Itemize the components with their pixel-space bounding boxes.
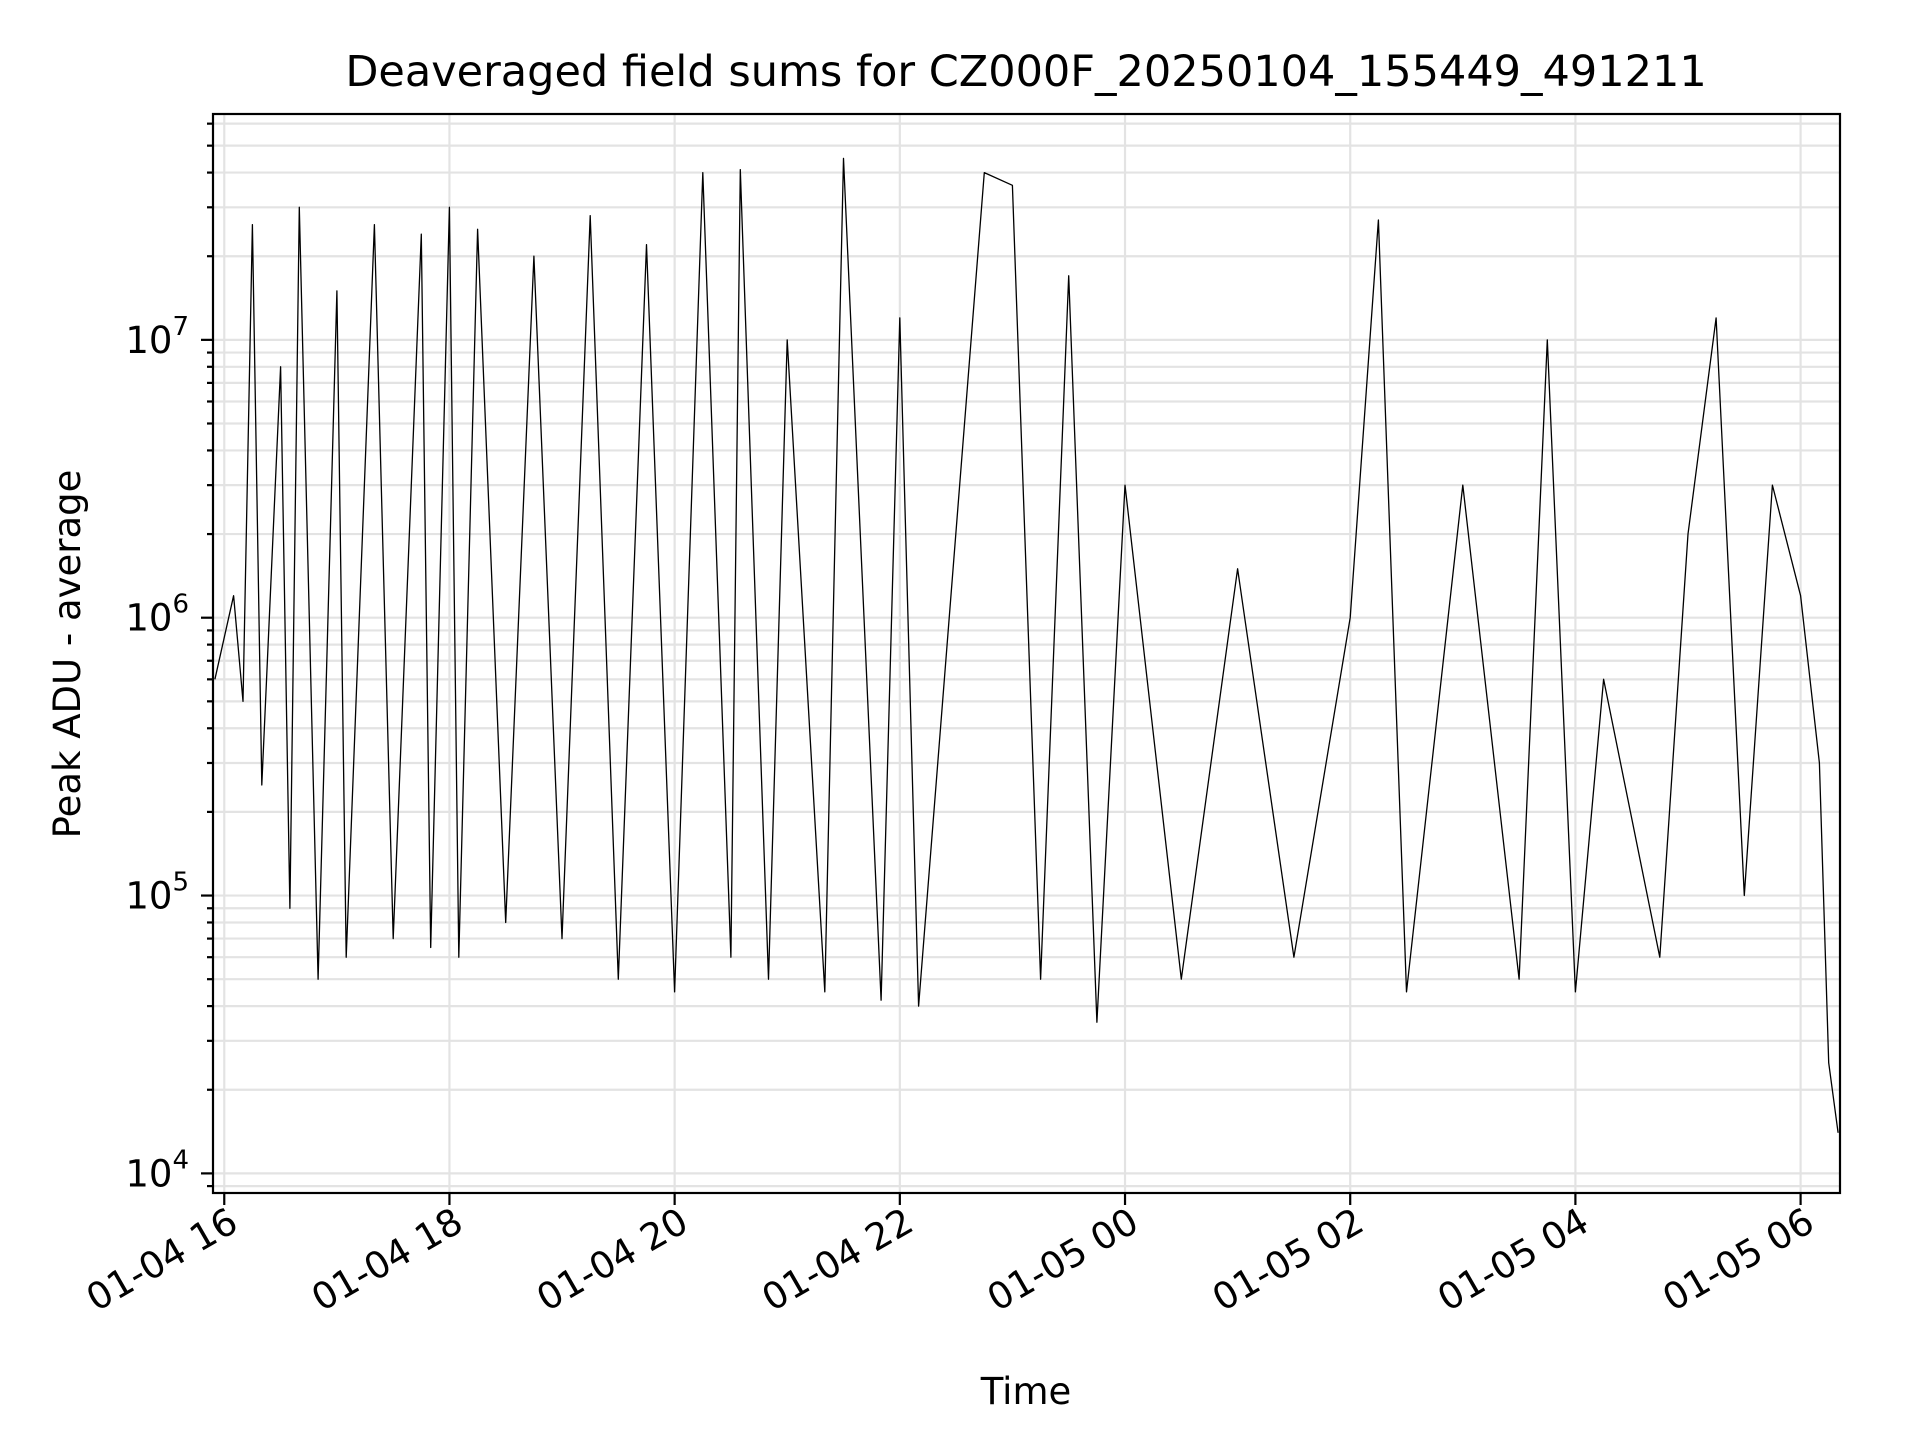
y-tick-exponent: 7: [172, 312, 189, 342]
y-tick-exponent: 6: [172, 590, 189, 620]
y-tick-exponent: 5: [172, 868, 189, 898]
y-axis-label: Peak ADU - average: [46, 470, 89, 839]
y-tick-label: 104: [125, 1145, 189, 1195]
y-tick-base: 10: [125, 875, 172, 918]
y-tick-label: 106: [125, 590, 189, 640]
x-axis-label: Time: [980, 1370, 1072, 1413]
chart-title: Deaveraged field sums for CZ000F_2025010…: [345, 47, 1706, 97]
grid: [213, 114, 1840, 1193]
y-tick-base: 10: [125, 319, 172, 362]
y-tick-label: 107: [125, 312, 189, 362]
series-line: [214, 157, 1839, 1133]
series-layer: [214, 157, 1839, 1133]
y-tick-exponent: 4: [172, 1145, 189, 1175]
y-tick-label: 105: [125, 868, 189, 918]
plot-frame: [211, 112, 1842, 1195]
y-tick-base: 10: [125, 597, 172, 640]
y-tick-base: 10: [125, 1152, 172, 1195]
